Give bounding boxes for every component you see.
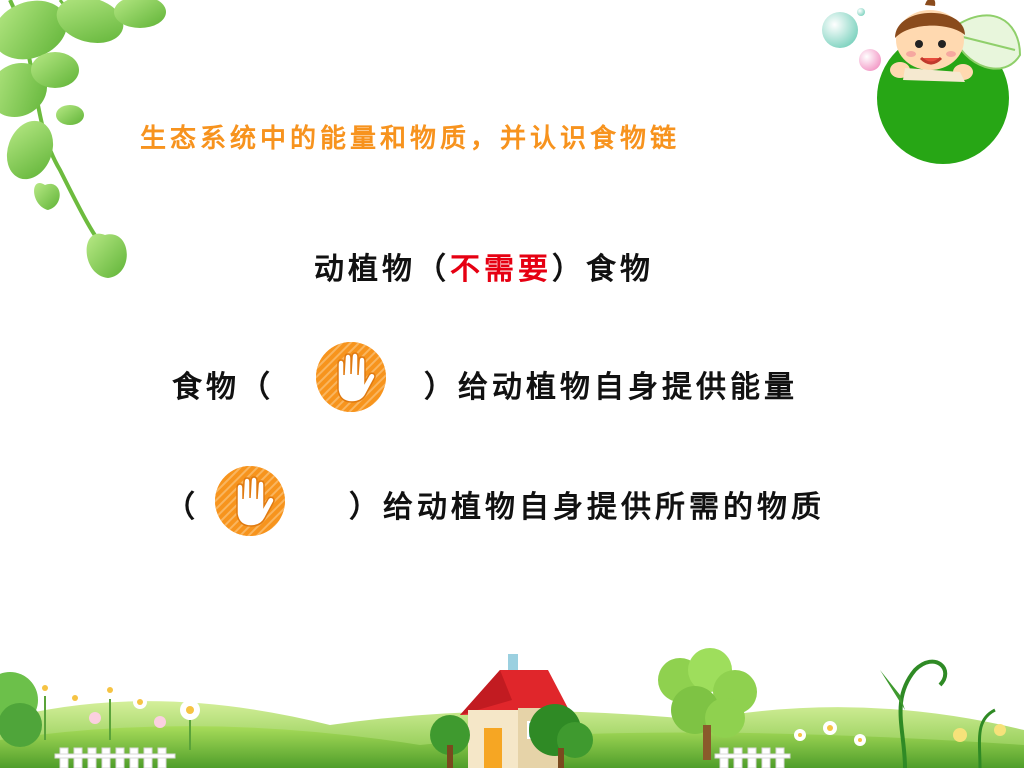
slide-title: 生态系统中的能量和物质，并认识食物链 xyxy=(140,124,681,154)
landscape-footer xyxy=(0,640,1024,768)
hand-icon xyxy=(316,342,386,412)
statement-line-3: （ ）给动植物自身提供所需的物质 xyxy=(165,482,825,526)
tree-icon xyxy=(658,648,757,760)
line1-prefix: 动植物（ xyxy=(314,252,450,287)
statement-line-1: 动植物（不需要）食物 xyxy=(314,244,654,288)
reveal-answer-button-1[interactable] xyxy=(316,342,386,412)
bubble-icon xyxy=(822,12,858,48)
kid-icon xyxy=(822,0,1022,164)
line3-suffix: ）给动植物自身提供所需的物质 xyxy=(349,490,825,525)
vine-icon xyxy=(0,0,166,278)
reveal-answer-button-2[interactable] xyxy=(215,466,285,536)
hand-icon xyxy=(215,466,285,536)
line2-prefix: 食物（ xyxy=(172,370,274,405)
line2-suffix: ）给动植物自身提供能量 xyxy=(424,370,798,405)
flower-icon xyxy=(37,680,200,750)
line1-answer: 不需要 xyxy=(450,252,552,287)
fence-icon xyxy=(54,747,791,768)
statement-line-2: 食物（ ）给动植物自身提供能量 xyxy=(172,362,798,406)
line3-prefix: （ xyxy=(165,490,199,525)
line1-suffix: ）食物 xyxy=(552,252,654,287)
